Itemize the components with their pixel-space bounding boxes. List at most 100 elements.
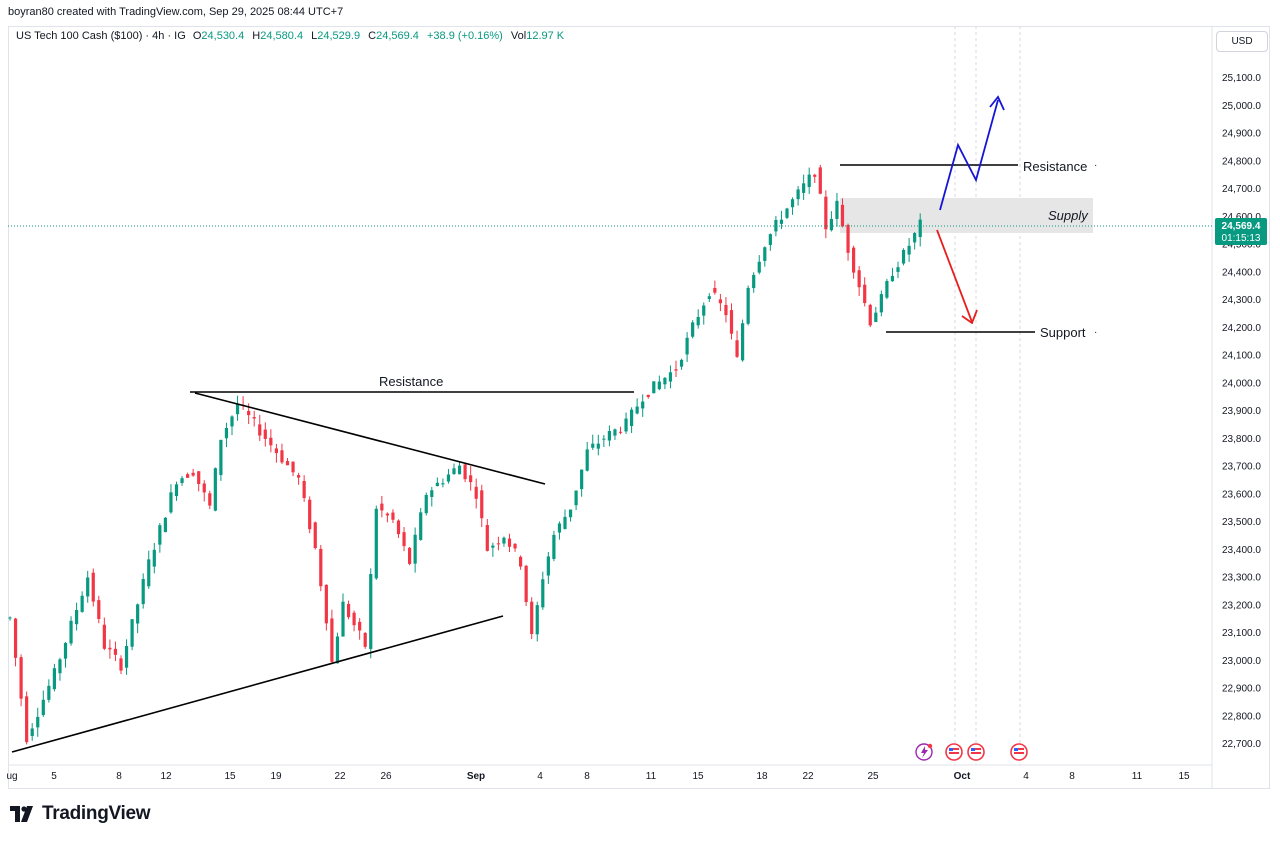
x-tick-label: 22 <box>802 771 814 782</box>
candle <box>202 480 206 502</box>
candle-body <box>674 369 678 371</box>
candle <box>502 536 506 547</box>
bearish-arrow <box>936 229 973 323</box>
low-value: 24,529.9 <box>317 30 361 42</box>
x-tick-label: 26 <box>380 771 392 782</box>
x-tick-label: ug <box>6 771 17 782</box>
candle-body <box>552 534 556 559</box>
candle-body <box>474 486 478 499</box>
candle-body <box>541 579 545 608</box>
candle <box>735 330 739 358</box>
candle-body <box>363 632 367 647</box>
y-tick-label: 23,200.0 <box>1222 600 1261 611</box>
candle-body <box>352 612 356 626</box>
y-tick-label: 24,900.0 <box>1222 129 1261 140</box>
candle-body <box>852 247 856 273</box>
change-value: +38.9 (+0.16%) <box>427 30 503 42</box>
candle <box>496 536 500 551</box>
candle-body <box>779 219 784 224</box>
candle <box>785 207 789 220</box>
candle <box>879 290 883 317</box>
candle <box>352 610 356 632</box>
candle-body <box>86 577 90 597</box>
candle <box>724 297 728 323</box>
us-flag-icon <box>967 743 985 761</box>
candle <box>907 238 911 262</box>
y-tick-label: 23,100.0 <box>1222 628 1261 639</box>
candle <box>535 601 539 642</box>
candle <box>846 223 850 261</box>
candle-body <box>718 299 722 304</box>
candle <box>91 568 95 607</box>
candle <box>335 632 340 664</box>
candle <box>474 478 478 509</box>
candle-body <box>47 685 51 700</box>
candle <box>19 654 23 707</box>
candle-body <box>91 572 95 602</box>
candle <box>763 246 767 267</box>
candle <box>25 691 29 745</box>
candles <box>8 164 922 745</box>
candle-body <box>374 508 378 579</box>
candle-body <box>790 199 795 208</box>
candle-body <box>763 247 767 261</box>
candle <box>130 619 134 651</box>
candle <box>174 481 179 501</box>
currency-button[interactable]: USD <box>1216 31 1268 52</box>
candle <box>485 519 489 552</box>
candle <box>713 280 717 295</box>
y-tick-label: 23,600.0 <box>1222 489 1261 500</box>
candle <box>191 468 195 477</box>
candle <box>519 555 523 570</box>
candle-body <box>285 461 290 466</box>
bar-countdown: 01:15:13 <box>1222 233 1261 244</box>
candle-body <box>580 469 584 490</box>
candle-body <box>757 261 761 273</box>
candle-body <box>391 512 395 520</box>
svg-text:·: · <box>1094 160 1097 171</box>
candle <box>47 679 51 703</box>
candle-body <box>136 604 140 624</box>
x-tick-label: 19 <box>270 771 282 782</box>
candle <box>152 542 156 574</box>
candle-body <box>330 618 334 662</box>
open-label: O <box>192 30 202 42</box>
candle-body <box>585 449 589 471</box>
us-flag-icon <box>1010 743 1028 761</box>
candle-body <box>502 537 506 544</box>
candle <box>219 439 223 481</box>
candle <box>58 657 62 681</box>
candle-body <box>818 167 822 194</box>
candle-body <box>607 430 611 441</box>
support-label: Support <box>1040 325 1086 340</box>
candle-body <box>402 532 406 547</box>
candle <box>607 425 611 447</box>
x-tick-label: 15 <box>692 771 704 782</box>
candle-body <box>546 556 550 576</box>
x-tick-label: 15 <box>224 771 236 782</box>
y-tick-label: 23,400.0 <box>1222 545 1261 556</box>
candle-body <box>69 620 73 644</box>
candle <box>618 426 623 435</box>
candle-body <box>890 275 895 282</box>
candle <box>119 655 123 675</box>
candle-body <box>8 617 12 619</box>
y-tick-label: 22,700.0 <box>1222 739 1261 750</box>
candle <box>541 571 545 610</box>
candle <box>136 603 140 634</box>
candle <box>707 293 711 303</box>
candle-body <box>396 520 401 535</box>
candle <box>768 233 772 251</box>
symbol-label[interactable]: US Tech 100 Cash ($100) · 4h · IG <box>16 30 186 42</box>
candle <box>285 458 290 466</box>
candle-body <box>52 668 56 690</box>
candle <box>396 519 401 538</box>
candle-body <box>835 200 839 219</box>
candle <box>580 469 584 497</box>
candle <box>402 527 406 552</box>
candle-body <box>635 406 639 414</box>
candle-body <box>224 428 229 439</box>
candle-body <box>346 603 351 618</box>
candle-body <box>280 450 284 463</box>
